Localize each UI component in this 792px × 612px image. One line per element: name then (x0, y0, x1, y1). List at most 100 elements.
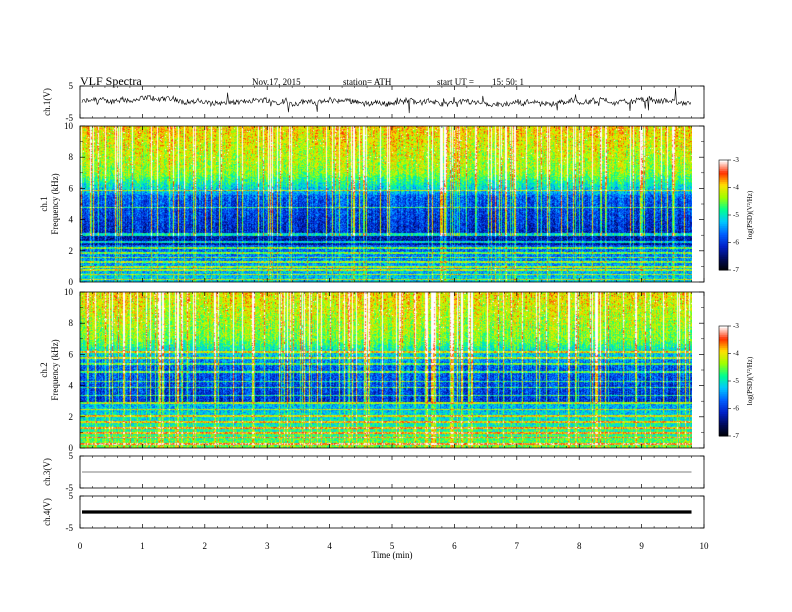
y-tick-label: 2 (69, 246, 74, 256)
colorbar-label: log(PSD)(V²/Hz) (746, 190, 754, 239)
colorbar-segment (719, 326, 728, 329)
colorbar-segment (719, 335, 728, 338)
colorbar-segment (719, 193, 728, 196)
colorbar-segment (719, 419, 728, 422)
colorbar-segment (719, 182, 728, 185)
colorbar-segment (719, 165, 728, 168)
y-tick-label: 10 (64, 287, 74, 297)
colorbar-segment (719, 248, 728, 251)
ch2-spectrogram-ylabel: ch.2 (39, 362, 49, 377)
colorbar-segment (719, 390, 728, 393)
colorbar-segment (719, 260, 728, 264)
colorbar-segment (719, 226, 728, 229)
colorbar-segment (719, 235, 728, 238)
colorbar-segment (719, 251, 728, 254)
x-tick-label: 4 (327, 541, 332, 551)
colorbar-segment (719, 224, 728, 227)
x-tick-label: 3 (265, 541, 270, 551)
colorbar-segment (719, 198, 728, 201)
colorbar-segment (719, 240, 728, 243)
colorbar-tick-label: -7 (733, 266, 739, 274)
colorbar-segment (719, 362, 728, 365)
colorbar-tick-label: -4 (733, 184, 739, 192)
y-tick-label: 0 (69, 277, 74, 287)
colorbar-segment (719, 331, 728, 334)
colorbar-segment (719, 187, 728, 190)
colorbar-segment (719, 417, 728, 420)
colorbar-segment (719, 180, 728, 183)
colorbar-segment (719, 408, 728, 411)
colorbar-segment (719, 434, 728, 437)
y-tick-label: 5 (69, 81, 74, 91)
colorbar-segment (719, 340, 728, 343)
colorbar-segment (719, 355, 728, 358)
colorbar-segment (719, 357, 728, 360)
y-tick-label: 5 (69, 451, 74, 461)
colorbar-segment (719, 233, 728, 236)
colorbar-segment (719, 169, 728, 172)
colorbar-segment (719, 264, 728, 267)
colorbar-segment (719, 375, 728, 378)
colorbar-segment (719, 351, 728, 354)
ch2-spectrogram-colorbar: -3 -4 -5 -6 -7 log(PSD)(V²/Hz) (718, 322, 754, 440)
colorbar-segment (719, 202, 728, 205)
colorbar-segment (719, 432, 728, 435)
x-axis-label: Time (min) (372, 550, 413, 560)
colorbar-segment (719, 222, 728, 225)
colorbar-tick-label: -4 (733, 350, 739, 358)
colorbar-segment (719, 381, 728, 384)
ch1-waveform-ylabel: ch.1(V) (42, 88, 52, 116)
colorbar-tick-label: -3 (733, 156, 739, 164)
y-tick-label: 4 (69, 215, 74, 225)
colorbar-segment (719, 384, 728, 387)
colorbar-segment (719, 218, 728, 221)
colorbar-segment (719, 172, 728, 176)
ch1-trace (81, 87, 692, 114)
colorbar-segment (719, 414, 728, 417)
x-tick-label: 6 (452, 541, 457, 551)
colorbar-segment (719, 160, 728, 163)
colorbar-segment (719, 249, 728, 253)
colorbar-segment (719, 257, 728, 260)
y-tick-label: 8 (69, 152, 74, 162)
colorbar-segment (719, 253, 728, 256)
ch2-spectrogram-raster (80, 292, 692, 448)
colorbar-segment (719, 259, 728, 262)
colorbar-segment (719, 344, 728, 347)
x-tick-label: 0 (78, 541, 83, 551)
colorbar-segment (719, 421, 728, 424)
x-tick-label: 2 (203, 541, 208, 551)
colorbar-segment (719, 215, 728, 218)
colorbar-segment (719, 406, 728, 409)
ch1-waveform-frame (79, 85, 705, 119)
colorbar-segment (719, 220, 728, 223)
colorbar-segment (719, 262, 728, 265)
y-tick-label: 8 (69, 318, 74, 328)
y-tick-label: -5 (66, 483, 74, 493)
colorbar-segment (719, 204, 728, 207)
colorbar-segment (719, 364, 728, 367)
x-tick-label: 8 (577, 541, 582, 551)
colorbar-segment (719, 268, 728, 271)
colorbar-segment (719, 426, 728, 430)
colorbar-segment (719, 246, 728, 249)
colorbar-segment (719, 266, 728, 269)
y-tick-label: 10 (64, 121, 74, 131)
ch2-spectrogram-frequency-label: Frequency (kHz) (50, 339, 60, 400)
colorbar-segment (719, 342, 728, 345)
colorbar-segment (719, 404, 728, 408)
colorbar-segment (719, 229, 728, 232)
colorbar-segment (719, 227, 728, 231)
y-tick-label: 6 (69, 349, 74, 359)
ch1-spectrogram-raster (80, 126, 692, 282)
colorbar-segment (719, 430, 728, 433)
colorbar-segment (719, 237, 728, 240)
colorbar-segment (719, 174, 728, 177)
y-tick-label: 2 (69, 412, 74, 422)
colorbar-segment (719, 171, 728, 174)
colorbar-segment (719, 415, 728, 419)
colorbar-segment (719, 216, 728, 220)
x-tick-label: 9 (639, 541, 644, 551)
start-ut-label: start UT = (437, 77, 474, 87)
colorbar-segment (719, 366, 728, 369)
